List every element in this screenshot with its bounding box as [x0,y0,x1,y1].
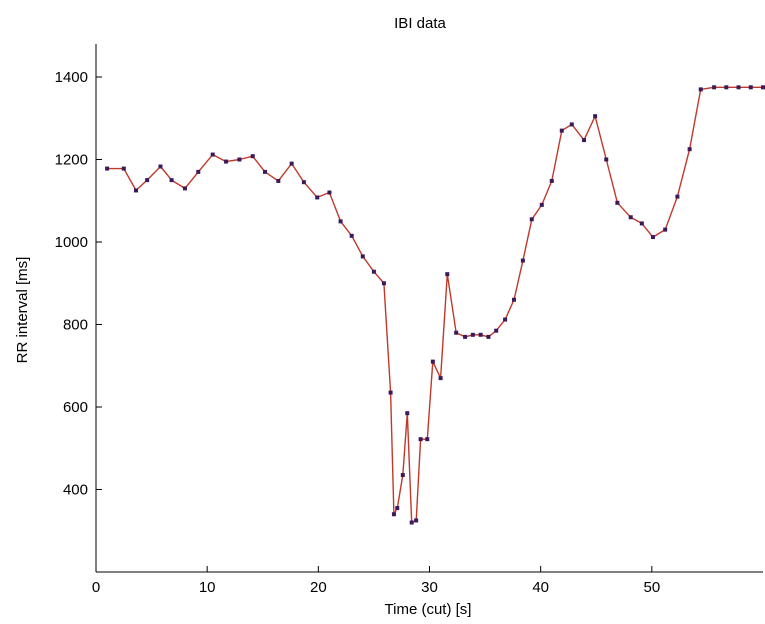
x-tick-label: 50 [643,579,660,596]
x-tick-label: 40 [532,579,549,596]
data-point [736,85,741,90]
data-point [414,518,419,523]
data-point [724,85,729,90]
y-tick-label: 1400 [55,69,88,86]
data-point [338,219,343,224]
data-point [145,178,150,183]
data-point [169,178,174,183]
data-point [409,520,414,525]
y-tick-label: 1200 [55,152,88,169]
data-point [327,190,332,195]
data-point [761,85,765,90]
data-point [639,221,644,226]
chart-title: IBI data [394,15,446,32]
data-point [158,164,163,169]
plot-axes [95,44,763,573]
x-axis-ticks: 0 10 20 30 40 50 [92,566,660,596]
data-point [529,217,534,222]
x-tick-label: 10 [199,579,216,596]
data-point [425,437,430,442]
y-tick-label: 1000 [55,234,88,251]
data-point [470,332,475,337]
x-tick-label: 0 [92,579,100,596]
data-point [559,128,564,133]
x-axis-label: Time (cut) [s] [385,601,472,618]
data-point [663,227,668,232]
data-point [445,272,450,277]
data-point [430,359,435,364]
data-point [454,330,459,335]
y-tick-label: 600 [63,399,88,416]
y-tick-label: 800 [63,317,88,334]
data-point [289,161,294,166]
data-point [675,194,680,199]
data-point [381,281,386,286]
data-point [134,188,139,193]
data-point [121,166,126,171]
data-point [698,87,703,92]
data-point [418,437,423,442]
data-point [250,154,255,159]
data-point [650,235,655,240]
data-point [224,159,229,164]
data-point [438,376,443,381]
data-point [301,180,306,185]
y-axis-ticks: 400 600 800 1000 1200 1400 [55,69,102,499]
data-point [391,512,396,517]
data-point [549,178,554,183]
data-point [748,85,753,90]
data-point [511,297,516,302]
data-point [237,157,242,162]
data-point [360,254,365,259]
data-point [615,200,620,205]
y-axis-label: RR interval [ms] [14,257,31,364]
data-point [210,152,215,157]
data-point [520,258,525,263]
data-point [371,269,376,274]
series-line [107,86,763,524]
data-point [182,186,187,191]
data-point [604,157,609,162]
data-point [712,85,717,90]
data-point [400,473,405,478]
data-point [405,411,410,416]
data-point [463,334,468,339]
series-layer [105,85,765,525]
data-point [262,169,267,174]
data-point [593,114,598,119]
data-point [395,506,400,511]
data-point [349,233,354,238]
x-tick-label: 30 [421,579,438,596]
data-point [628,215,633,220]
data-point [388,390,393,395]
x-tick-label: 20 [310,579,327,596]
data-point [196,169,201,174]
data-point [539,202,544,207]
data-point [486,334,491,339]
data-point [687,147,692,152]
data-point [582,138,587,143]
data-point [478,332,483,337]
data-point [315,195,320,200]
data-point [105,166,110,171]
data-point [569,122,574,127]
y-tick-label: 400 [63,482,88,499]
data-point [276,178,281,183]
data-point [503,317,508,322]
data-point [494,328,499,333]
